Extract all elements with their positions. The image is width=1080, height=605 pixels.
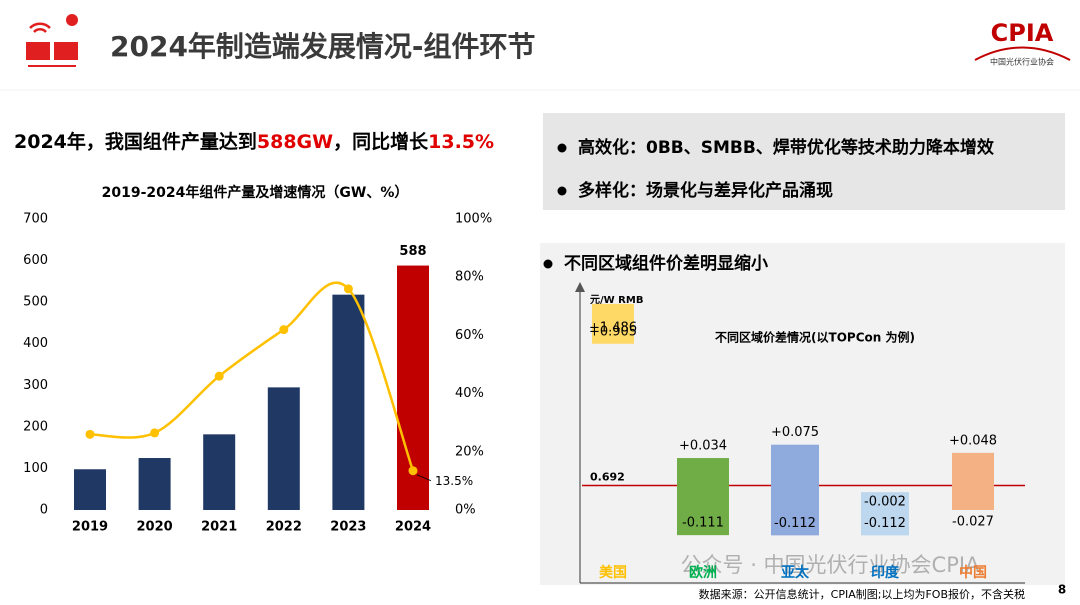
x-tick-label: 2020 [137, 520, 173, 535]
y2-tick-label: 0% [455, 503, 476, 518]
line-point [408, 466, 418, 476]
line-point [214, 371, 224, 381]
range-bar [677, 458, 729, 536]
x-tick-label: 亚太 [781, 564, 810, 581]
high-label: +1.486 [589, 320, 637, 335]
headline-part: ，同比增长 [333, 130, 429, 153]
x-tick-label: 2022 [266, 520, 302, 535]
bar [74, 469, 106, 510]
high-label: +0.048 [949, 433, 997, 448]
bar [332, 294, 365, 510]
range-bar [952, 452, 994, 510]
y-tick-label: 400 [23, 336, 48, 351]
bar [267, 387, 300, 510]
bullet-text: 高效化：0BB、SMBB、焊带优化等技术助力降本增效 [578, 137, 994, 158]
logo-subtitle: 中国光伏行业协会 [990, 57, 1054, 67]
low-label: -0.027 [952, 514, 994, 529]
x-tick-label: 2023 [330, 520, 366, 535]
y-tick-label: 500 [23, 295, 48, 310]
x-tick-label: 2019 [72, 520, 108, 535]
label-leader [416, 474, 432, 482]
x-tick-label: 中国 [959, 564, 987, 581]
x-tick-label: 印度 [871, 564, 900, 581]
chart-title: 2019-2024年组件产量及增速情况（GW、%） [102, 184, 409, 201]
high-label: +0.075 [771, 425, 819, 440]
logo: CPIA [991, 19, 1054, 47]
low-label: -0.112 [774, 516, 816, 531]
headline-part: 13.5% [428, 131, 494, 153]
y-tick-label: 300 [23, 378, 48, 393]
low-label: +0.905 [589, 324, 637, 339]
watermark: 公众号 · 中国光伏行业协会CPIA [681, 553, 981, 577]
range-bar [861, 492, 909, 536]
axis-arrow [575, 282, 585, 292]
x-tick-label: 2021 [201, 520, 237, 535]
high-label: +0.034 [679, 439, 727, 454]
x-tick-label: 美国 [599, 564, 627, 581]
bullet-dot [557, 186, 567, 196]
bullet-text: 多样化：场景化与差异化产品涌现 [578, 180, 833, 201]
headline-part: 2024年，我国组件产量达到 [14, 130, 257, 153]
data-label: 13.5% [435, 474, 473, 488]
baseline-label: 0.692 [590, 471, 625, 484]
line-point [279, 325, 289, 335]
high-label: -0.002 [864, 495, 906, 510]
line-point [150, 428, 160, 438]
bullet-dot [543, 259, 553, 269]
bullet-text: 不同区域组件价差明显缩小 [564, 253, 768, 274]
low-label: -0.112 [864, 516, 906, 531]
data-label: 588 [399, 244, 426, 259]
bullet-dot [557, 143, 567, 153]
y2-tick-label: 100% [455, 212, 492, 227]
x-tick-label: 2024 [395, 520, 431, 535]
y-tick-label: 0 [40, 503, 48, 518]
y-axis-label: 元/W RMB [590, 294, 643, 306]
range-bar [592, 303, 634, 344]
y-tick-label: 100 [23, 461, 48, 476]
footer-source: 数据来源：公开信息统计，CPIA制图;以上均为FOB报价，不含关税 [699, 587, 1025, 601]
x-tick-label: 欧洲 [689, 564, 717, 581]
y2-tick-label: 60% [455, 328, 484, 343]
bar [138, 458, 171, 510]
slide-title: 2024年制造端发展情况-组件环节 [110, 30, 536, 63]
logo-arc [974, 46, 1071, 61]
chart-title: 不同区域价差情况(以TOPCon 为例) [715, 330, 915, 345]
page-number: 8 [1058, 583, 1066, 597]
y-tick-label: 200 [23, 419, 48, 434]
y-tick-label: 600 [23, 253, 48, 268]
line-point [343, 284, 353, 294]
range-bar [771, 444, 819, 536]
solar-icon [26, 14, 78, 67]
headline-part: 588GW [257, 131, 333, 153]
y2-tick-label: 40% [455, 386, 484, 401]
y2-tick-label: 80% [455, 270, 484, 285]
low-label: -0.111 [682, 516, 724, 531]
y-tick-label: 700 [23, 212, 48, 227]
y2-tick-label: 20% [455, 444, 484, 459]
headline: 2024年，我国组件产量达到588GW，同比增长13.5% [14, 130, 494, 153]
bar [203, 434, 236, 510]
line-point [85, 429, 95, 439]
bullet-box [543, 113, 1065, 210]
